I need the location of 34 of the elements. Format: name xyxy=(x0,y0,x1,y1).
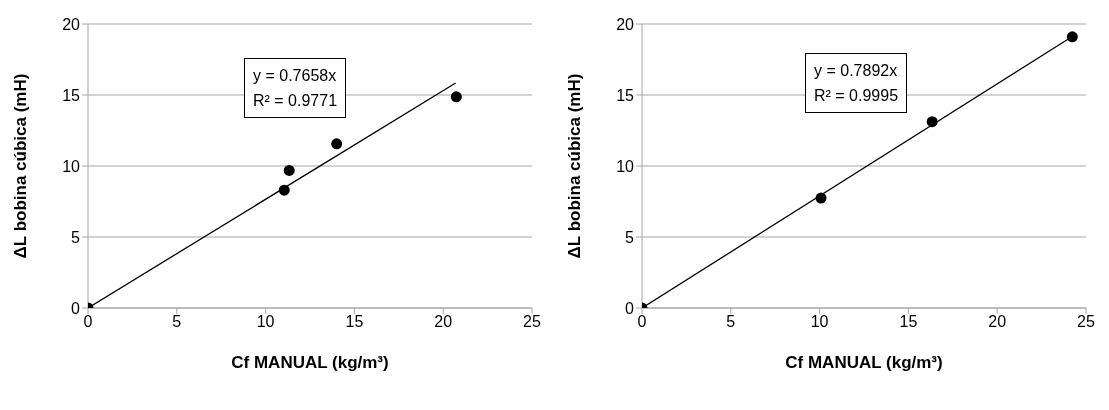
point xyxy=(450,91,462,103)
annotation: R² = 0.9995 xyxy=(814,86,899,106)
y-axis-title: ΔL bobina cúbica (mH) xyxy=(11,73,31,259)
y-tick-label: 0 xyxy=(71,299,81,317)
point xyxy=(1066,31,1078,43)
x-axis-title: Cf MANUAL (kg/m³) xyxy=(231,353,389,372)
x-tick-label: 15 xyxy=(345,313,364,331)
y-tick-label: 10 xyxy=(62,157,81,175)
y-tick-label: 15 xyxy=(62,86,81,104)
y-tick-label: 20 xyxy=(62,15,81,33)
y-tick-label: 0 xyxy=(625,299,635,317)
x-tick-label: 10 xyxy=(810,313,829,331)
x-tick-label: 20 xyxy=(434,313,453,331)
x-tick-label: 10 xyxy=(256,313,275,331)
x-tick-label: 5 xyxy=(726,313,736,331)
y-tick-label: 15 xyxy=(616,86,635,104)
annotation: R² = 0.9771 xyxy=(253,91,338,111)
y-tick-label: 20 xyxy=(616,15,635,33)
y-tick-label: 5 xyxy=(71,228,81,246)
y-tick-label: 10 xyxy=(616,157,635,175)
x-tick-label: 25 xyxy=(523,313,541,331)
y-axis-title: ΔL bobina cúbica (mH) xyxy=(565,73,585,259)
annotation: y = 0.7658x xyxy=(253,66,338,86)
x-tick-label: 15 xyxy=(899,313,918,331)
x-tick-label: 0 xyxy=(637,313,647,331)
x-tick-label: 25 xyxy=(1077,313,1095,331)
x-tick-label: 0 xyxy=(83,313,93,331)
point xyxy=(283,164,295,176)
x-tick-label: 20 xyxy=(988,313,1007,331)
y-tick-label: 5 xyxy=(625,228,635,246)
annotation: y = 0.7892x xyxy=(814,61,899,81)
point xyxy=(331,138,343,150)
x-axis-title: Cf MANUAL (kg/m³) xyxy=(785,353,943,372)
x-tick-label: 5 xyxy=(172,313,182,331)
